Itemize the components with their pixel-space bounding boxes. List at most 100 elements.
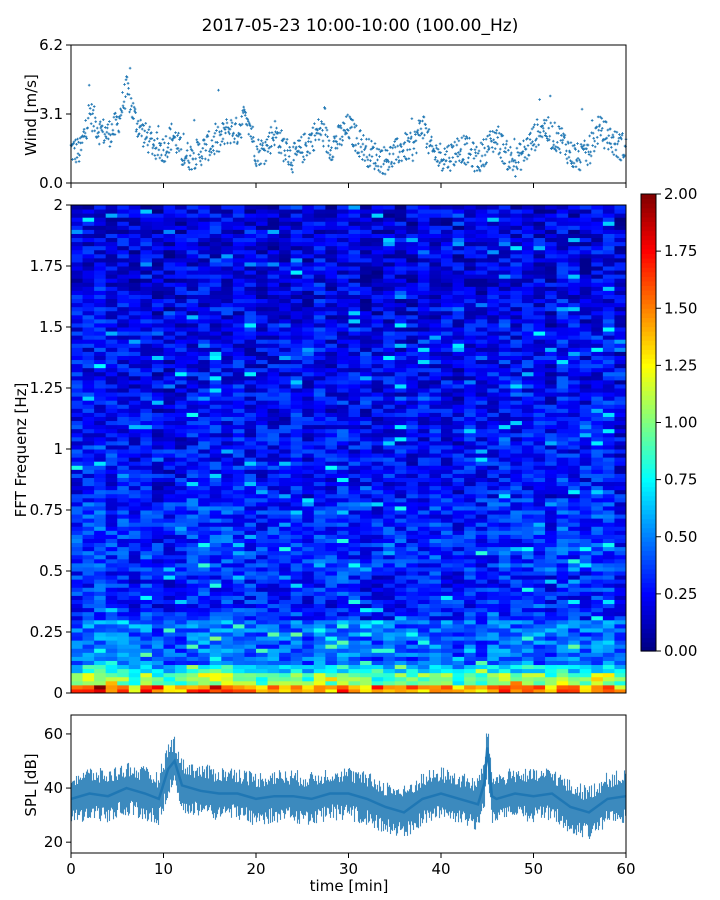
- spectrogram-cell: [302, 583, 315, 588]
- spectrogram-cell: [348, 619, 361, 625]
- wind-point: [353, 125, 357, 129]
- spectrogram-cell: [348, 449, 361, 454]
- spectrogram-cell: [175, 599, 188, 605]
- spectrogram-cell: [417, 461, 430, 466]
- spectrogram-cell: [313, 660, 326, 666]
- wind-point: [559, 151, 562, 154]
- spectrogram-cell: [406, 453, 419, 458]
- wind-point: [90, 129, 94, 133]
- spectrogram-cell: [267, 558, 280, 564]
- wind-point: [370, 139, 373, 143]
- spectrogram-cell: [313, 684, 326, 690]
- spectrogram-cell: [244, 339, 257, 344]
- spectrogram-cell: [256, 603, 269, 609]
- spectrogram-cell: [232, 595, 245, 600]
- spectrogram-cell: [105, 428, 118, 434]
- spectrogram-cell: [117, 331, 130, 336]
- spectrogram-cell: [105, 607, 118, 613]
- spectrogram-cell: [186, 680, 199, 686]
- spectrogram-cell: [267, 591, 280, 596]
- spectrogram-cell: [221, 599, 234, 605]
- spectrogram-cell: [256, 400, 269, 405]
- spectrogram-cell: [198, 485, 211, 491]
- spectrogram-cell: [256, 587, 269, 592]
- spectrogram-cell: [105, 217, 118, 222]
- spectrogram-cell: [256, 668, 269, 674]
- spectrogram-cell: [394, 416, 407, 422]
- spectrogram-cell: [163, 648, 176, 653]
- spectrogram-cell: [221, 623, 234, 629]
- spectrogram-cell: [256, 412, 269, 417]
- spectrogram-cell: [429, 217, 442, 222]
- wind-point: [155, 131, 159, 134]
- spectrogram-cell: [429, 383, 442, 389]
- spectrogram-cell: [371, 542, 384, 548]
- spectrogram-cell: [279, 282, 292, 287]
- spectrogram-cell: [82, 684, 95, 690]
- spectrogram-cell: [302, 217, 315, 222]
- spectrogram-cell: [209, 392, 222, 397]
- spectrogram-cell: [417, 542, 430, 548]
- wind-point: [481, 163, 485, 166]
- spectrogram-cell: [244, 306, 257, 312]
- spectrogram-cell: [383, 680, 396, 686]
- wind-point: [189, 147, 193, 151]
- spectrogram-cell: [163, 501, 176, 507]
- spectrogram-cell: [325, 627, 338, 633]
- spectrogram-cell: [417, 261, 430, 267]
- spectrogram-cell: [348, 444, 361, 450]
- wind-point: [126, 82, 130, 85]
- wind-point: [129, 97, 133, 100]
- spectrogram-cell: [105, 449, 118, 454]
- spectrogram-cell: [151, 636, 164, 641]
- spectrogram-cell: [279, 217, 292, 222]
- spectrogram-cell: [71, 290, 84, 295]
- spectrogram-cell: [244, 534, 257, 539]
- spectrogram-cell: [360, 668, 373, 674]
- spectrogram-cell: [94, 554, 107, 560]
- spectrogram-cell: [371, 347, 384, 352]
- spectrogram-cell: [325, 274, 338, 279]
- spectrogram-cell: [244, 274, 257, 279]
- spectrogram-cell: [429, 436, 442, 442]
- spectrogram-cell: [105, 335, 118, 340]
- spectrogram-cell: [360, 286, 373, 291]
- spectrogram-cell: [163, 632, 176, 637]
- spectrogram-cell: [163, 331, 176, 336]
- wind-point: [201, 146, 205, 150]
- spectrogram-cell: [360, 538, 373, 544]
- spectrogram-cell: [221, 493, 234, 499]
- spectrogram-cell: [302, 294, 315, 300]
- spectrogram-cell: [383, 595, 396, 600]
- spectrogram-cell: [360, 457, 373, 462]
- wind-point: [122, 100, 126, 104]
- spectrogram-cell: [94, 583, 107, 588]
- spectrogram-cell: [429, 286, 442, 291]
- spectrogram-cell: [244, 286, 257, 291]
- spectrogram-cell: [175, 583, 188, 588]
- wind-point: [187, 165, 190, 169]
- spectrogram-cell: [198, 587, 211, 592]
- spectrogram-cell: [406, 465, 419, 470]
- wind-point: [196, 140, 200, 144]
- spectrogram-cell: [313, 371, 326, 377]
- spectrogram-cell: [348, 510, 361, 515]
- spectrogram-cell: [302, 623, 315, 629]
- spectrogram-cell: [325, 571, 338, 576]
- spectrogram-cell: [371, 233, 384, 239]
- spectrogram-cell: [256, 209, 269, 214]
- spectrogram-cell: [175, 440, 188, 446]
- wind-point: [270, 144, 273, 148]
- spectrogram-cell: [371, 688, 384, 694]
- spectrogram-cell: [256, 359, 269, 365]
- spectrogram-cell: [209, 554, 222, 560]
- spectrogram-cell: [117, 542, 130, 548]
- spectrogram-cell: [151, 587, 164, 592]
- spectrogram-cell: [290, 298, 303, 304]
- spectrogram-cell: [302, 558, 315, 564]
- wind-point: [392, 143, 395, 147]
- spectrogram-cell: [313, 571, 326, 576]
- spectrogram-cell: [336, 404, 349, 409]
- spectrogram-cell: [105, 436, 118, 442]
- wind-point: [374, 161, 377, 165]
